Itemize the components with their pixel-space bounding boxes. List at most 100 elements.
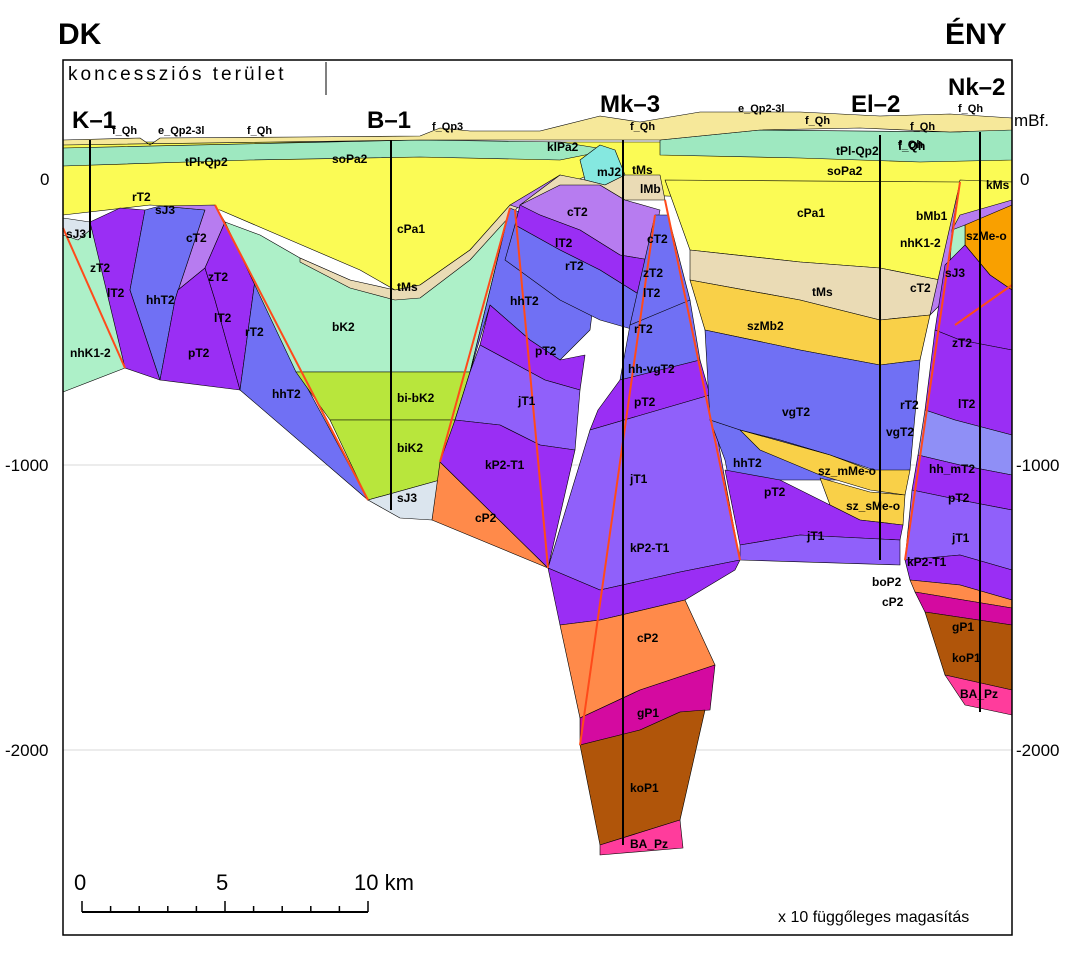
unit-label: sJ3 <box>397 491 417 505</box>
unit-label: zT2 <box>208 270 228 284</box>
unit-label: gP1 <box>952 620 974 634</box>
unit-label: kMs <box>986 178 1010 192</box>
unit-label: rT2 <box>900 398 919 412</box>
unit-label: nhK1-2 <box>70 346 111 360</box>
fault-lines <box>62 181 1013 746</box>
scale-label-10: 10 km <box>354 870 414 895</box>
unit-label: pT2 <box>535 344 557 358</box>
well-lines <box>89 132 981 845</box>
unit-label: rT2 <box>132 190 151 204</box>
unit-label: e_Qp2-3l <box>158 125 204 137</box>
concession-area-label: koncessziós terület <box>68 64 287 85</box>
direction-left-label: DK <box>58 18 102 51</box>
well-label-mk3: Mk–3 <box>600 91 660 118</box>
unit-label: klPa2 <box>547 140 579 154</box>
unit-label: kP2-T1 <box>630 541 670 555</box>
unit-label: f_Qh <box>112 125 137 137</box>
formations <box>62 111 1013 856</box>
axis-left-tick-1000: -1000 <box>5 456 48 475</box>
unit-labels-nk2: kMs bMb1 szMe-o nhK1-2 sJ3 cT2 zT2 lT2 h… <box>872 178 1010 701</box>
unit-label: koP1 <box>952 651 981 665</box>
axis-right-tick-1000: -1000 <box>1016 456 1059 475</box>
unit-label: pT2 <box>764 485 786 499</box>
unit-label: tPl-Qp2 <box>185 155 228 169</box>
unit-labels-k1: tPl-Qp2 rT2 sJ3 sJ3 zT2 lT2 hhT2 cT2 zT2… <box>66 155 301 401</box>
unit-label: tMs <box>397 280 418 294</box>
unit-label: tPl-Qp2 <box>836 144 879 158</box>
plot-frame <box>62 59 1013 936</box>
axis-right-tick-0: 0 <box>1020 170 1029 189</box>
unit-label: sJ3 <box>945 266 965 280</box>
unit-label: lT2 <box>107 286 125 300</box>
unit-labels-el2: tPl-Qp2 f_Qh soPa2 cPa1 tMs szMb2 vgT2 r… <box>733 139 925 543</box>
unit-label: hhT2 <box>510 294 539 308</box>
unit-label: hhT2 <box>272 387 301 401</box>
axis-left-tick-2000: -2000 <box>5 741 48 760</box>
unit-label: koP1 <box>630 781 659 795</box>
unit-label: rT2 <box>634 322 653 336</box>
unit-label: kP2-T1 <box>485 458 525 472</box>
well-label-k1: K–1 <box>72 107 116 134</box>
unit-label: sJ3 <box>66 227 86 241</box>
unit-label: sJ3 <box>155 203 175 217</box>
unit-label: rT2 <box>565 259 584 273</box>
unit-label: sz_mMe-o <box>818 464 876 478</box>
unit-ba-pz-mk3 <box>599 819 684 856</box>
unit-label: vgT2 <box>886 425 914 439</box>
unit-label: cPa1 <box>797 206 825 220</box>
unit-label: vgT2 <box>782 405 810 419</box>
unit-label: pT2 <box>948 491 970 505</box>
scale-bar: 0 5 10 km <box>74 870 414 913</box>
unit-label: tMs <box>812 285 833 299</box>
unit-label: soPa2 <box>332 152 368 166</box>
unit-label: e_Qp2-3l <box>738 103 784 115</box>
unit-label: tMs <box>632 163 653 177</box>
unit-label: szMb2 <box>747 319 784 333</box>
scale-label-0: 0 <box>74 870 86 895</box>
unit-label: szMe-o <box>966 229 1007 243</box>
unit-label: pT2 <box>188 346 210 360</box>
unit-quaternary-surface <box>62 111 1013 146</box>
unit-label: hhT2 <box>733 456 762 470</box>
unit-label: rT2 <box>245 325 264 339</box>
direction-right-label: ÉNY <box>945 17 1007 51</box>
unit-label: bMb1 <box>916 209 948 223</box>
well-label-b1: B–1 <box>367 107 411 134</box>
unit-label: hh_mT2 <box>929 462 975 476</box>
unit-label: jT1 <box>629 472 648 486</box>
scale-label-5: 5 <box>216 870 228 895</box>
well-label-el2: El–2 <box>851 91 900 118</box>
unit-label: sz_sMe-o <box>846 499 900 513</box>
well-label-nk2: Nk–2 <box>948 74 1005 101</box>
unit-label: hh-vgT2 <box>628 362 675 376</box>
unit-label: f_Qh <box>958 103 983 115</box>
unit-label: jT1 <box>806 529 825 543</box>
unit-label: cP2 <box>882 595 904 609</box>
unit-label: bi-bK2 <box>397 391 435 405</box>
unit-label: zT2 <box>643 266 663 280</box>
axis-right-tick-2000: -2000 <box>1016 741 1059 760</box>
unit-label: cT2 <box>647 232 668 246</box>
unit-label: cT2 <box>186 231 207 245</box>
unit-label: nhK1-2 <box>900 236 941 250</box>
unit-label: zT2 <box>90 261 110 275</box>
unit-labels-b1: soPa2 cPa1 tMs bK2 bi-bK2 biK2 sJ3 <box>332 152 435 505</box>
unit-label: f_Qh <box>910 121 935 133</box>
unit-label: soPa2 <box>827 164 863 178</box>
unit-label: lT2 <box>643 286 661 300</box>
unit-labels-mk3: klPa2 mJ2 tMs lMb cT2 lT2 rT2 cT2 zT2 lT… <box>475 140 675 851</box>
unit-label: cP2 <box>637 631 659 645</box>
axis-left-tick-0: 0 <box>40 170 49 189</box>
unit-label: jT1 <box>517 394 536 408</box>
unit-label: mJ2 <box>597 165 621 179</box>
axis-unit-label: mBf. <box>1014 111 1049 130</box>
unit-label: kP2-T1 <box>907 555 947 569</box>
unit-label: BA_Pz <box>960 687 998 701</box>
unit-label: BA_Pz <box>630 837 668 851</box>
unit-label: lT2 <box>958 397 976 411</box>
unit-tplqp2-green <box>62 139 611 167</box>
unit-label: lT2 <box>214 311 232 325</box>
unit-label: f_Qh <box>805 115 830 127</box>
unit-label: biK2 <box>397 441 423 455</box>
